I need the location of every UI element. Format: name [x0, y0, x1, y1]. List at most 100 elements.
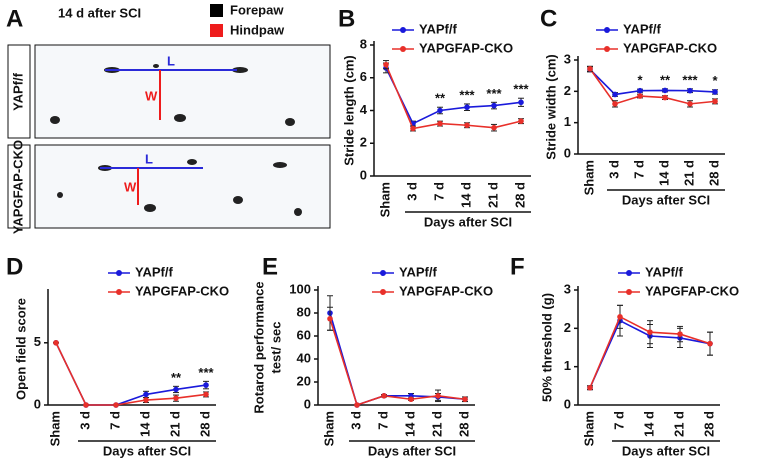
y-tick-label: 1 — [564, 114, 571, 129]
data-point — [173, 395, 179, 401]
legend-label: YAPGFAP-CKO — [419, 40, 513, 55]
y-axis-label: Stride width (cm) — [543, 54, 558, 159]
data-point — [712, 98, 718, 105]
x-axis-label: Days after SCI — [103, 443, 191, 458]
y-tick-label: 3 — [564, 281, 571, 296]
x-tick-label: 7 d — [431, 182, 446, 201]
legend-marker — [604, 46, 610, 52]
legend-label: YAPf/f — [135, 264, 173, 279]
data-point — [143, 391, 149, 398]
data-point — [662, 94, 668, 101]
data-point — [637, 93, 643, 99]
y-tick-label: 1 — [564, 358, 571, 373]
x-tick-label: 14 d — [137, 411, 152, 437]
data-point — [462, 396, 468, 403]
legend-marker — [626, 289, 632, 295]
panel-letter: F — [510, 253, 525, 280]
data-point — [203, 382, 209, 388]
legend-marker — [400, 27, 406, 33]
data-point — [587, 65, 593, 72]
x-tick-label: Sham — [321, 411, 336, 446]
x-tick-label: Sham — [581, 160, 596, 195]
row-label-box — [7, 144, 31, 229]
data-point — [707, 340, 713, 347]
x-tick-label: 3 d — [77, 411, 92, 430]
footprint-image — [34, 144, 331, 229]
x-tick-label: Sham — [377, 182, 392, 217]
significance-label: ** — [660, 72, 671, 87]
y-tick-label: 3 — [564, 51, 571, 66]
legend-label: YAPf/f — [419, 21, 457, 36]
data-point — [464, 122, 470, 129]
x-tick-label: 28 d — [512, 182, 527, 208]
series-line — [55, 342, 207, 406]
y-tick-label: 6 — [360, 69, 367, 84]
y-tick-label: 20 — [297, 373, 311, 388]
legend-swatch — [210, 4, 223, 17]
y-tick-label: 2 — [360, 135, 367, 150]
legend-marker — [380, 270, 386, 276]
data-point — [647, 329, 653, 335]
x-tick-label: Sham — [47, 411, 62, 446]
length-label: L — [167, 53, 175, 68]
y-tick-label: 8 — [360, 36, 367, 51]
data-point — [383, 61, 389, 68]
length-label: L — [145, 151, 153, 166]
data-point — [587, 384, 593, 391]
x-tick-label: 14 d — [458, 182, 473, 208]
legend-label: YAPGFAP-CKO — [623, 40, 717, 55]
x-tick-label: 7 d — [107, 411, 122, 430]
significance-label: *** — [198, 365, 214, 380]
legend-label: YAPf/f — [623, 21, 661, 36]
y-tick-label: 40 — [297, 350, 311, 365]
legend-label: YAPGFAP-CKO — [399, 283, 493, 298]
series-line — [385, 67, 522, 125]
y-tick-label: 0 — [564, 145, 571, 160]
data-point — [173, 386, 179, 393]
panel-letter: C — [540, 5, 557, 32]
legend-label: YAPGFAP-CKO — [645, 283, 739, 298]
x-tick-label: 21 d — [681, 160, 696, 186]
legend-marker — [380, 289, 386, 295]
x-tick-label: 28 d — [197, 411, 212, 437]
data-point — [617, 314, 623, 320]
x-tick-label: Sham — [581, 411, 596, 446]
y-tick-label: 80 — [297, 304, 311, 319]
y-axis-label: Rotarod performance — [251, 281, 266, 413]
data-point — [518, 99, 524, 106]
x-tick-label: 3 d — [348, 411, 363, 430]
y-axis-label: test/ sec — [268, 321, 283, 373]
panel-letter: B — [338, 5, 355, 32]
y-tick-label: 5 — [34, 334, 41, 349]
y-tick-label: 2 — [564, 83, 571, 98]
series-line — [55, 342, 207, 406]
x-tick-label: 7 d — [611, 411, 626, 430]
data-point — [83, 402, 89, 408]
y-tick-label: 0 — [34, 396, 41, 411]
data-point — [687, 87, 693, 94]
x-tick-label: 14 d — [656, 160, 671, 186]
significance-label: * — [637, 73, 643, 88]
x-tick-label: 21 d — [485, 182, 500, 208]
significance-label: *** — [486, 86, 502, 101]
panel-letter: A — [6, 5, 23, 32]
data-point — [410, 125, 416, 132]
data-point — [143, 397, 149, 403]
significance-label: *** — [513, 82, 529, 97]
row-label-box — [7, 44, 31, 139]
width-label: W — [145, 88, 158, 103]
y-axis-label: Open field score — [13, 298, 28, 400]
series-line — [589, 68, 716, 105]
x-tick-label: 3 d — [404, 182, 419, 201]
legend-marker — [604, 27, 610, 33]
significance-label: ** — [171, 370, 182, 385]
series-line — [329, 318, 466, 407]
x-tick-label: 14 d — [641, 411, 656, 437]
data-point — [712, 89, 718, 95]
x-tick-label: 28 d — [706, 160, 721, 186]
series-line — [329, 312, 466, 407]
data-point — [491, 124, 497, 131]
y-tick-label: 60 — [297, 327, 311, 342]
legend-swatch — [210, 24, 223, 37]
